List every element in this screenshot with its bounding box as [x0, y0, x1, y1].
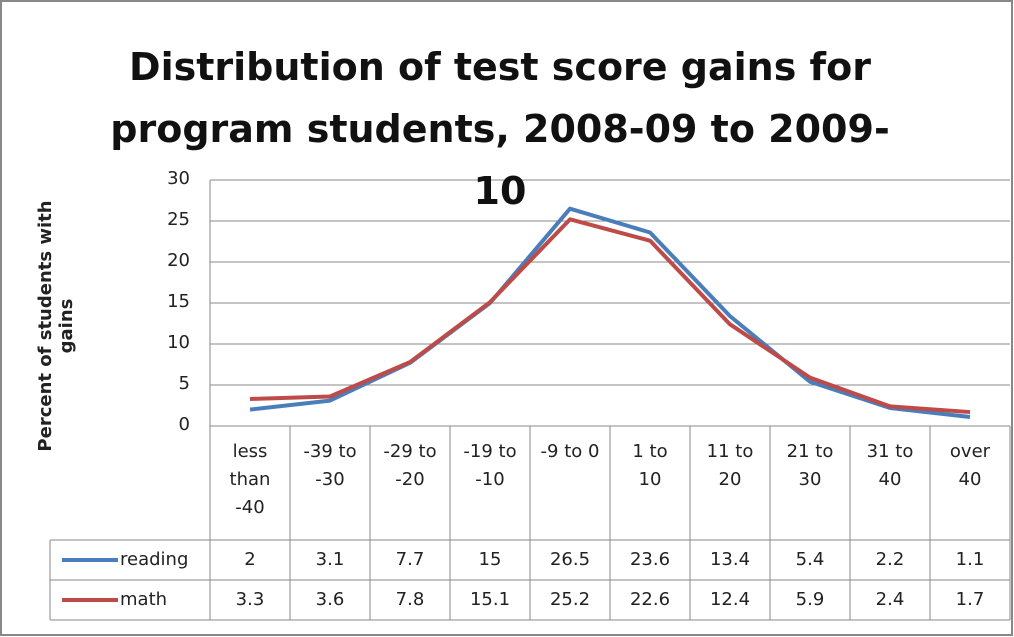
- x-tick-label: 11 to 20: [706, 441, 754, 490]
- legend-label: math: [120, 589, 168, 610]
- table-value: 26.5: [549, 549, 591, 570]
- chart-title: Distribution of test score gains for pro…: [110, 45, 890, 213]
- table-value: 2.2: [875, 549, 905, 570]
- y-axis-label: Percent of students with gains: [35, 200, 77, 452]
- x-tick-label: less than -40: [229, 441, 271, 518]
- table-value: 22.6: [629, 589, 671, 610]
- data-line: [249, 217, 971, 415]
- y-tick-label: 5: [178, 373, 190, 394]
- x-tick-label: 31 to 40: [866, 441, 914, 490]
- table-value: 15: [478, 549, 502, 570]
- x-tick-label: -39 to -30: [303, 441, 357, 490]
- table-value: 15.1: [469, 589, 511, 610]
- legend-label: reading: [120, 549, 189, 570]
- table-value: 12.4: [709, 589, 751, 610]
- y-tick-label: 15: [167, 291, 190, 312]
- y-tick-label: 30: [167, 168, 190, 189]
- table-value: 3.1: [315, 549, 345, 570]
- x-tick-label: 21 to 30: [786, 441, 834, 490]
- data-line: [249, 206, 971, 419]
- table-value: 5.4: [795, 549, 825, 570]
- x-tick-label: 1 to 10: [632, 441, 668, 490]
- y-tick-label: 25: [167, 209, 190, 230]
- table-value: 3.3: [235, 589, 265, 610]
- table-value: 7.7: [395, 549, 425, 570]
- x-tick-label: -19 to -10: [463, 441, 517, 490]
- table-value: 13.4: [709, 549, 751, 570]
- table-value: 2: [244, 549, 256, 570]
- y-tick-label: 10: [167, 332, 190, 353]
- x-tick-label: over 40: [949, 441, 991, 490]
- table-value: 2.4: [875, 589, 905, 610]
- table-value: 5.9: [795, 589, 825, 610]
- table-value: 7.8: [395, 589, 425, 610]
- table-value: 3.6: [315, 589, 345, 610]
- table-value: 25.2: [549, 589, 591, 610]
- x-tick-label: -29 to -20: [383, 441, 437, 490]
- y-tick-label: 20: [167, 250, 190, 271]
- table-value: 23.6: [629, 549, 671, 570]
- table-value: 1.1: [955, 549, 985, 570]
- y-tick-label: 0: [178, 414, 190, 435]
- table-value: 1.7: [955, 589, 985, 610]
- x-tick-label: -9 to 0: [540, 441, 600, 462]
